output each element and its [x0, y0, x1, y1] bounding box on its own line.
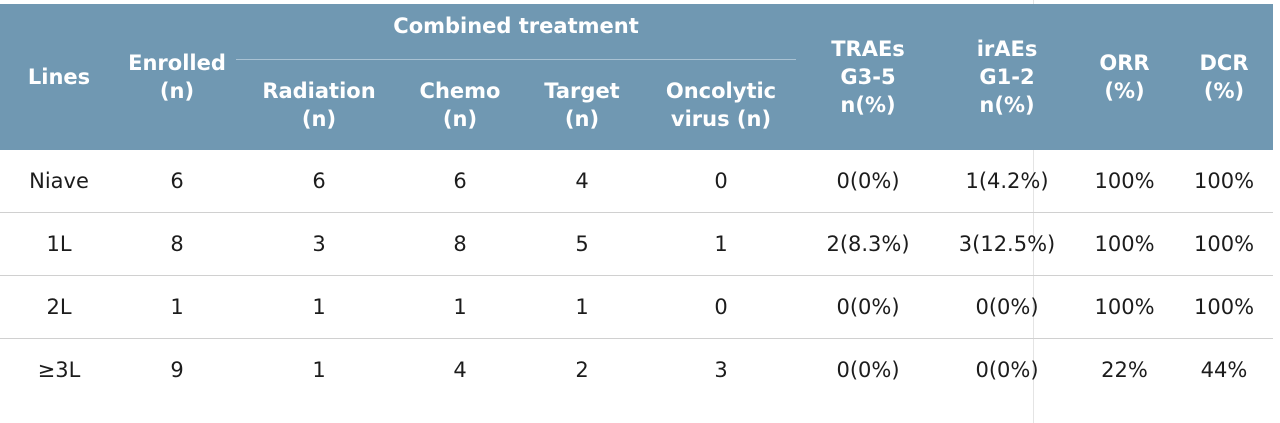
cell-dcr: 100% — [1175, 212, 1274, 276]
header-traes-line2: G3-5 — [840, 65, 896, 89]
cell-dcr: 100% — [1175, 150, 1274, 213]
cell-line: ≥3L — [37, 358, 81, 382]
cell-orr: 22% — [1101, 358, 1148, 382]
header-combined-treatment-label: Combined treatment — [393, 13, 639, 38]
cell-radiation: 3 — [236, 212, 402, 276]
cell-enrolled: 8 — [118, 212, 236, 276]
cell-oncolytic: 3 — [714, 358, 728, 382]
header-orr-line2: (%) — [1104, 79, 1145, 103]
table-row: Niave 6 6 6 4 0 0(0%) 1(4.2%) 100% 100% — [0, 150, 1274, 213]
header-row-top: Lines Enrolled (n) Combined treatment TR… — [0, 4, 1274, 117]
header-combined-treatment: Combined treatment — [236, 4, 796, 60]
cell-oncolytic: 0 — [646, 150, 797, 213]
header-lines-label: Lines — [27, 65, 91, 89]
cell-iraes: 0(0%) — [940, 275, 1075, 339]
cell-iraes: 0(0%) — [975, 358, 1039, 382]
header-traes: TRAEs G3-5 n(%) — [796, 4, 940, 150]
header-lines: Lines — [0, 4, 118, 150]
cell-target: 5 — [518, 212, 646, 276]
header-target-line2: (n) — [564, 107, 600, 131]
table-row: 1L 8 3 8 5 1 2(8.3%) 3(12.5%) 100% 100% — [0, 212, 1274, 276]
cell-chemo: 6 — [402, 150, 518, 213]
cell-enrolled: 6 — [118, 150, 236, 213]
cell-target: 4 — [518, 150, 646, 213]
cell-radiation: 6 — [236, 150, 402, 213]
header-radiation: Radiation (n) — [236, 59, 402, 150]
cell-chemo: 1 — [402, 275, 518, 339]
header-radiation-line2: (n) — [301, 107, 337, 131]
cell-dcr: 100% — [1175, 275, 1274, 339]
header-orr: ORR (%) — [1074, 4, 1175, 150]
table-header: Lines Enrolled (n) Combined treatment TR… — [0, 4, 1274, 150]
cell-traes: 2(8.3%) — [796, 212, 941, 276]
header-dcr-line1: DCR — [1199, 51, 1249, 75]
header-iraes-line2: G1-2 — [979, 65, 1035, 89]
results-table: Lines Enrolled (n) Combined treatment TR… — [0, 4, 1274, 402]
header-dcr: DCR (%) — [1175, 4, 1273, 150]
header-iraes-line1: irAEs — [976, 37, 1038, 61]
header-iraes-line3: n(%) — [979, 93, 1035, 117]
cell-enrolled: 1 — [118, 275, 236, 339]
table-body: Niave 6 6 6 4 0 0(0%) 1(4.2%) 100% 100% … — [0, 150, 1274, 402]
cell-dcr: 44% — [1200, 358, 1248, 382]
cell-radiation: 1 — [236, 275, 402, 339]
cell-oncolytic: 1 — [646, 212, 797, 276]
header-iraes: irAEs G1-2 n(%) — [940, 4, 1074, 150]
cell-traes: 0(0%) — [796, 150, 941, 213]
header-traes-line1: TRAEs — [831, 37, 905, 61]
cell-target: 1 — [518, 275, 646, 339]
header-target: Target (n) — [518, 59, 646, 150]
cell-iraes: 3(12.5%) — [940, 212, 1075, 276]
header-chemo-line2: (n) — [442, 107, 478, 131]
cell-chemo: 4 — [453, 358, 467, 382]
cell-orr: 100% — [1074, 275, 1176, 339]
header-target-line1: Target — [544, 79, 620, 103]
table-row: ≥3L 9 1 4 2 3 0(0%) 0(0%) 22% 44% — [0, 339, 1273, 402]
header-dcr-line2: (%) — [1203, 79, 1245, 103]
cell-chemo: 8 — [402, 212, 518, 276]
header-chemo: Chemo (n) — [402, 59, 518, 150]
header-oncolytic-line2: virus (n) — [670, 107, 772, 131]
header-enrolled: Enrolled (n) — [118, 4, 236, 150]
cell-radiation: 1 — [312, 358, 326, 382]
cell-enrolled: 9 — [170, 358, 184, 382]
cell-orr: 100% — [1074, 150, 1176, 213]
cell-line: 1L — [0, 212, 118, 276]
cell-traes: 0(0%) — [836, 358, 900, 382]
cell-traes: 0(0%) — [796, 275, 941, 339]
header-enrolled-line2: (n) — [159, 79, 195, 103]
cell-oncolytic: 0 — [646, 275, 797, 339]
header-orr-line1: ORR — [1099, 51, 1150, 75]
header-chemo-line1: Chemo — [419, 79, 501, 103]
header-radiation-line1: Radiation — [262, 79, 376, 103]
header-oncolytic-line1: Oncolytic — [665, 79, 777, 103]
cell-iraes: 1(4.2%) — [940, 150, 1075, 213]
header-oncolytic: Oncolytic virus (n) — [646, 59, 797, 150]
cell-line: Niave — [0, 150, 118, 213]
cell-line: 2L — [0, 275, 118, 339]
header-traes-line3: n(%) — [840, 93, 896, 117]
table-row: 2L 1 1 1 1 0 0(0%) 0(0%) 100% 100% — [0, 275, 1274, 339]
cell-orr: 100% — [1074, 212, 1176, 276]
header-enrolled-line1: Enrolled — [128, 51, 226, 75]
cell-target: 2 — [575, 358, 589, 382]
